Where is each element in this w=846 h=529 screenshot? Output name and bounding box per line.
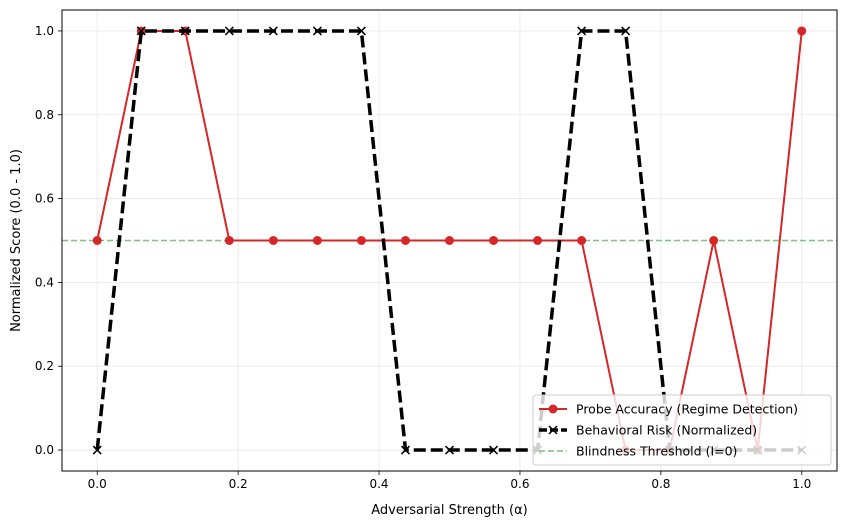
y-axis-label: Normalized Score (0.0 - 1.0) bbox=[9, 149, 24, 332]
x-tick-label: 0.2 bbox=[229, 477, 248, 491]
x-tick-label: 0.0 bbox=[88, 477, 107, 491]
x-tick-label: 0.6 bbox=[510, 477, 529, 491]
legend-marker bbox=[548, 425, 558, 435]
y-tick-label: 0.4 bbox=[35, 275, 54, 289]
data-point bbox=[92, 236, 102, 245]
y-tick-label: 0.8 bbox=[35, 108, 54, 122]
data-point bbox=[268, 26, 278, 36]
x-tick-label: 0.8 bbox=[651, 477, 670, 491]
data-point bbox=[224, 26, 234, 36]
y-tick-label: 1.0 bbox=[35, 24, 54, 38]
y-tick-label: 0.6 bbox=[35, 192, 54, 206]
x-axis: 0.0 0.2 0.4 0.6 0.8 1.0 bbox=[88, 471, 811, 491]
plot-frame bbox=[61, 9, 838, 472]
legend-label: Behavioral Risk (Normalized) bbox=[576, 423, 757, 438]
data-point bbox=[797, 26, 807, 36]
data-point bbox=[577, 26, 587, 36]
data-point bbox=[312, 236, 322, 245]
data-point bbox=[489, 445, 499, 455]
data-point bbox=[445, 236, 454, 245]
x-tick-label: 1.0 bbox=[792, 477, 811, 491]
data-point bbox=[400, 236, 410, 245]
data-point bbox=[577, 236, 587, 245]
data-point bbox=[533, 236, 543, 245]
y-tick-label: 0.2 bbox=[35, 359, 54, 373]
data-point bbox=[180, 26, 190, 36]
legend-box bbox=[532, 394, 832, 466]
y-tick-label: 0.0 bbox=[35, 443, 54, 457]
legend: Probe Accuracy (Regime Detection) Behavio… bbox=[532, 394, 832, 466]
x-axis-label: Adversarial Strength (α) bbox=[371, 503, 527, 518]
data-point bbox=[400, 445, 410, 455]
legend-label: Blindness Threshold (I=0) bbox=[576, 444, 737, 459]
data-point bbox=[224, 236, 234, 245]
y-axis: 0.0 0.2 0.4 0.6 0.8 1.0 bbox=[35, 24, 62, 457]
data-point bbox=[312, 26, 322, 36]
legend-label: Probe Accuracy (Regime Detection) bbox=[576, 402, 798, 417]
data-point bbox=[489, 236, 499, 245]
data-point bbox=[444, 445, 455, 455]
data-point bbox=[356, 26, 366, 36]
data-point bbox=[709, 236, 719, 245]
data-point bbox=[268, 236, 278, 245]
legend-marker bbox=[548, 404, 558, 414]
data-point bbox=[92, 445, 102, 455]
data-point bbox=[356, 236, 366, 245]
data-point bbox=[621, 26, 631, 36]
data-point bbox=[136, 26, 146, 36]
x-tick-label: 0.4 bbox=[369, 477, 388, 491]
